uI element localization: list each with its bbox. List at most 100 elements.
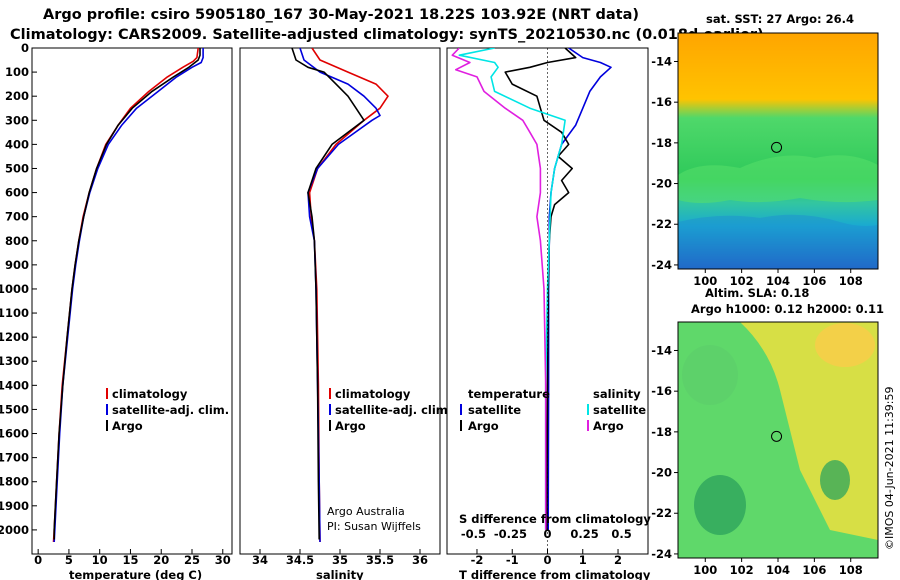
- y-tick-label: 700: [5, 210, 29, 224]
- salinity-panel: [239, 47, 441, 555]
- title-line-1: Argo profile: csiro 5905180_167 30-May-2…: [43, 7, 639, 23]
- argo-marker: [771, 141, 783, 153]
- map-y-tick-label: -24: [651, 258, 672, 272]
- sla-map: 100 102 104 106 108 -14 -16 -18 -20 -22 -24: [651, 321, 879, 577]
- legend-t-satellite: satellite: [468, 403, 521, 417]
- x-tick-label: 36: [412, 553, 428, 567]
- legend-climatology: climatology: [112, 387, 188, 401]
- x-tick-label: 35.5: [366, 553, 394, 567]
- y-tick-label: 1300: [0, 354, 29, 368]
- map-x-tick-label: 106: [802, 274, 826, 288]
- credit-line-1: Argo Australia: [327, 505, 405, 518]
- map-y-tick-label: -16: [651, 95, 672, 109]
- legend-s-satellite: satellite: [593, 403, 646, 417]
- map-x-tick-label: 100: [693, 563, 717, 577]
- s-tick-label: 0.5: [611, 527, 631, 541]
- sla-low-2: [820, 460, 850, 500]
- y-tick-label: 1600: [0, 427, 29, 441]
- map-x-tick-label: 100: [693, 274, 717, 288]
- legend-climatology-swatch: [106, 388, 108, 399]
- series-argo: [291, 48, 365, 540]
- sla-map-ticks: 100 102 104 106 108 -14 -16 -18 -20 -22 -24: [651, 343, 863, 577]
- map-y-tick-label: -24: [651, 547, 672, 561]
- salinity-legend: climatology satellite-adj. clim. Argo: [329, 387, 452, 433]
- legend-argo-swatch: [106, 420, 108, 431]
- y-tick-label: 200: [5, 89, 29, 103]
- map-x-tick-label: 106: [802, 563, 826, 577]
- y-tick-label: 0: [21, 41, 29, 55]
- temperature-legend: climatology satellite-adj. clim. Argo: [106, 387, 229, 433]
- map-x-tick-label: 102: [730, 563, 754, 577]
- y-tick-label: 600: [5, 186, 29, 200]
- map-y-tick-label: -20: [651, 177, 672, 191]
- difference-xlabel: T difference from climatology: [459, 568, 651, 580]
- depth-axis: 0 100 200 300 400 500 600 700 800 900 1000 1100 1200…: [0, 41, 37, 537]
- temperature-lines: [52, 48, 204, 543]
- x-tick-label: 5: [65, 553, 73, 567]
- legend-satellite: satellite-adj. clim.: [335, 403, 452, 417]
- y-tick-label: 1100: [0, 306, 29, 320]
- legend-satellite-swatch: [329, 404, 331, 415]
- x-tick-label: 34: [252, 553, 268, 567]
- s-tick-label: -0.5: [461, 527, 486, 541]
- x-tick-label: 15: [122, 553, 138, 567]
- x-tick-label: 30: [215, 553, 231, 567]
- map-y-tick-label: -20: [651, 466, 672, 480]
- map-y-tick-label: -16: [651, 384, 672, 398]
- y-tick-label: 1900: [0, 499, 29, 513]
- sst-warm-band: [678, 155, 878, 203]
- y-tick-label: 500: [5, 161, 29, 175]
- map-y-tick-label: -14: [651, 54, 672, 68]
- s-tick-label: 0: [543, 527, 551, 541]
- map-x-tick-label: 102: [730, 274, 754, 288]
- legend-argo: Argo: [112, 419, 143, 433]
- s-tick-label: 0.25: [570, 527, 598, 541]
- y-tick-label: 2000: [0, 523, 29, 537]
- y-tick-label: 800: [5, 234, 29, 248]
- title-line-2: Climatology: CARS2009. Satellite-adjuste…: [10, 27, 764, 43]
- temperature-panel: [31, 47, 233, 555]
- x-tick-label: 20: [153, 553, 169, 567]
- legend-s-argo-swatch: [587, 420, 589, 431]
- legend-s-argo: Argo: [593, 419, 624, 433]
- map-y-tick-label: -22: [651, 506, 672, 520]
- sla-map-title: Altim. SLA: 0.18: [705, 286, 809, 300]
- footer-stamp: ©IMOS 04-Jun-2021 11:39:59: [883, 386, 896, 550]
- y-tick-label: 100: [5, 65, 29, 79]
- salinity-x-ticks: 34 34.5 35 35.5 36: [252, 549, 428, 567]
- legend-temperature-header: temperature: [468, 387, 550, 401]
- sla-high-2: [815, 323, 875, 367]
- argo-marker: [771, 430, 783, 442]
- y-tick-label: 1200: [0, 330, 29, 344]
- sst-map-ticks: 100 102 104 106 108 -14 -16 -18 -20 -22 -24: [651, 54, 863, 288]
- x-tick-label: 34.5: [286, 553, 314, 567]
- x-tick-label: 1: [579, 553, 587, 567]
- legend-climatology: climatology: [335, 387, 411, 401]
- legend-s-satellite-swatch: [587, 404, 589, 415]
- sla-map-subtitle: Argo h1000: 0.12 h2000: 0.11: [691, 302, 884, 316]
- legend-t-argo-swatch: [460, 420, 462, 431]
- sst-map: 100 102 104 106 108 -14 -16 -18 -20 -22 -24: [651, 32, 879, 288]
- legend-satellite-swatch: [106, 404, 108, 415]
- sla-low-1: [694, 475, 746, 535]
- series-s-satellite: [458, 48, 566, 530]
- credit-line-2: PI: Susan Wijffels: [327, 520, 421, 533]
- y-tick-label: 1500: [0, 402, 29, 416]
- difference-sublabel: S difference from climatology: [459, 512, 651, 526]
- map-y-tick-label: -14: [651, 343, 672, 357]
- salinity-lines: [291, 48, 389, 543]
- s-tick-label: -0.25: [494, 527, 527, 541]
- difference-x-ticks: -2 -1 0 1 2: [471, 549, 622, 567]
- difference-lines: [451, 48, 612, 554]
- temperature-x-ticks: 0 5 10 15 20 25 30: [34, 549, 231, 567]
- y-tick-label: 900: [5, 258, 29, 272]
- map-y-tick-label: -18: [651, 136, 672, 150]
- legend-argo: Argo: [335, 419, 366, 433]
- y-tick-label: 1800: [0, 475, 29, 489]
- y-tick-label: 300: [5, 113, 29, 127]
- legend-satellite: satellite-adj. clim.: [112, 403, 229, 417]
- series-s-argo: [451, 48, 547, 530]
- series-argo: [53, 48, 201, 540]
- x-tick-label: 0: [34, 553, 42, 567]
